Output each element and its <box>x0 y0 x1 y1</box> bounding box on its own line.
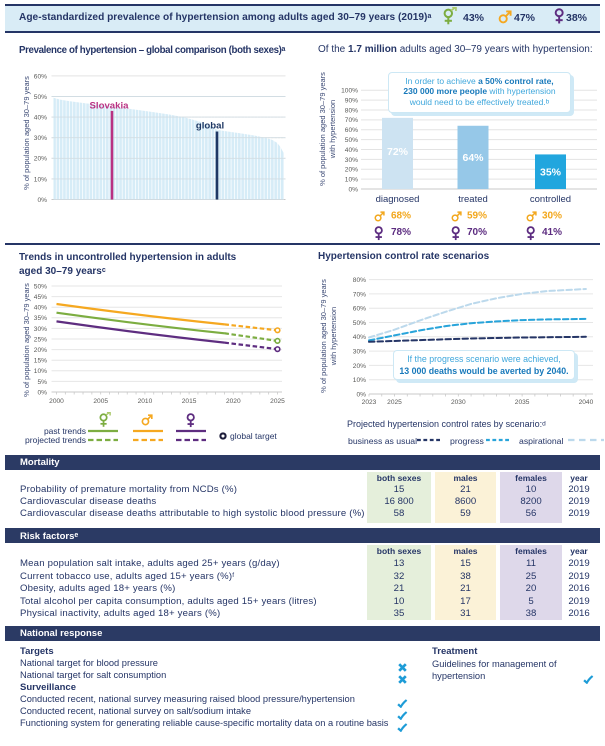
svg-text:40%: 40% <box>345 147 358 154</box>
svg-text:20%: 20% <box>34 347 47 354</box>
svg-text:50%: 50% <box>353 320 366 327</box>
svg-text:past trends: past trends <box>44 426 86 436</box>
svg-text:projected trends: projected trends <box>25 435 86 445</box>
svg-text:% of population aged 30–79 yea: % of population aged 30–79 yearswith hyp… <box>318 72 337 186</box>
svg-text:70%: 70% <box>345 117 358 124</box>
svg-text:2030: 2030 <box>451 399 466 406</box>
svg-text:0%: 0% <box>348 186 358 193</box>
svg-text:80%: 80% <box>353 277 366 284</box>
svg-text:70%: 70% <box>353 291 366 298</box>
svg-text:% of population aged 30–79 yea: % of population aged 30–79 years <box>22 76 31 190</box>
svg-text:20%: 20% <box>34 156 47 163</box>
svg-text:60%: 60% <box>34 73 47 80</box>
svg-text:global: global <box>196 121 224 132</box>
svg-text:72%: 72% <box>387 146 409 158</box>
svg-text:25%: 25% <box>34 336 47 343</box>
svg-text:30%: 30% <box>34 135 47 142</box>
svg-text:0%: 0% <box>37 197 47 204</box>
svg-text:50%: 50% <box>34 94 47 101</box>
svg-text:70%: 70% <box>467 227 487 238</box>
svg-text:Slovakia: Slovakia <box>90 100 130 111</box>
svg-text:30%: 30% <box>353 349 366 356</box>
svg-text:diagnosed: diagnosed <box>376 194 420 205</box>
svg-text:30%: 30% <box>542 210 562 221</box>
svg-text:35%: 35% <box>540 167 562 179</box>
svg-text:2035: 2035 <box>515 399 530 406</box>
svg-text:60%: 60% <box>345 127 358 134</box>
svg-text:30%: 30% <box>34 326 47 333</box>
svg-text:2010: 2010 <box>138 398 153 405</box>
svg-text:5%: 5% <box>37 379 47 386</box>
svg-text:59%: 59% <box>467 210 487 221</box>
svg-text:10%: 10% <box>34 176 47 183</box>
svg-text:controlled: controlled <box>530 194 571 205</box>
svg-text:35%: 35% <box>34 315 47 322</box>
svg-text:50%: 50% <box>34 283 47 290</box>
svg-text:2023: 2023 <box>362 399 377 406</box>
svg-text:2040: 2040 <box>579 399 594 406</box>
svg-text:100%: 100% <box>341 88 358 95</box>
svg-text:78%: 78% <box>391 227 411 238</box>
svg-text:40%: 40% <box>34 305 47 312</box>
svg-text:10%: 10% <box>345 177 358 184</box>
svg-text:% of population aged 30–79 yea: % of population aged 30–79 yearswith hyp… <box>319 279 338 393</box>
svg-text:41%: 41% <box>542 227 562 238</box>
svg-text:2015: 2015 <box>182 398 197 405</box>
svg-text:68%: 68% <box>391 210 411 221</box>
svg-text:80%: 80% <box>345 107 358 114</box>
svg-text:2005: 2005 <box>93 398 108 405</box>
svg-text:2025: 2025 <box>270 398 285 405</box>
svg-text:50%: 50% <box>345 137 358 144</box>
svg-text:10%: 10% <box>34 368 47 375</box>
svg-text:global target: global target <box>230 431 277 441</box>
svg-text:0%: 0% <box>37 389 47 396</box>
svg-text:2020: 2020 <box>226 398 241 405</box>
svg-text:60%: 60% <box>353 306 366 313</box>
svg-text:treated: treated <box>458 194 488 205</box>
svg-text:10%: 10% <box>353 377 366 384</box>
svg-text:0%: 0% <box>356 391 366 398</box>
svg-text:2000: 2000 <box>49 398 64 405</box>
svg-text:30%: 30% <box>345 157 358 164</box>
svg-text:2025: 2025 <box>387 399 402 406</box>
svg-text:20%: 20% <box>345 167 358 174</box>
svg-text:64%: 64% <box>462 152 484 164</box>
svg-text:20%: 20% <box>353 363 366 370</box>
svg-text:45%: 45% <box>34 294 47 301</box>
svg-text:90%: 90% <box>345 97 358 104</box>
svg-text:40%: 40% <box>353 334 366 341</box>
svg-text:% of population aged 30–79 yea: % of population aged 30–79 years <box>22 283 31 397</box>
svg-text:40%: 40% <box>34 115 47 122</box>
svg-text:15%: 15% <box>34 358 47 365</box>
